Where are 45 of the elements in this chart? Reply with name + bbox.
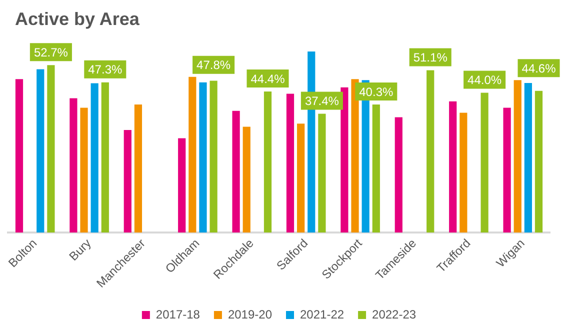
bar	[232, 110, 240, 232]
bar	[524, 82, 532, 232]
bar	[47, 65, 55, 232]
data-label: 44.4%	[250, 72, 286, 86]
data-label: 44.0%	[468, 73, 502, 88]
bar	[264, 92, 272, 232]
bar	[426, 70, 434, 232]
legend-label: 2017-18	[156, 307, 200, 322]
data-label: 51.1%	[413, 50, 448, 65]
bar	[70, 98, 78, 232]
bar	[134, 104, 142, 232]
bar	[460, 112, 468, 232]
data-label: 52.7%	[34, 45, 68, 60]
data-label: 40.3%	[359, 84, 394, 99]
data-label: 44.6%	[522, 61, 556, 76]
bar	[210, 80, 218, 232]
bar	[36, 69, 44, 232]
bar	[503, 108, 511, 232]
bar	[199, 82, 207, 232]
data-label: 37.4%	[304, 94, 340, 108]
bar	[351, 79, 359, 232]
bar	[340, 87, 348, 232]
bar	[449, 101, 457, 232]
chart-title: Active by Area	[15, 9, 140, 30]
bar	[534, 90, 543, 232]
bar	[101, 82, 109, 232]
bar	[80, 108, 88, 232]
data-label: 47.8%	[196, 58, 231, 72]
legend-label: 2021-22	[300, 307, 344, 322]
bar	[480, 92, 488, 232]
data-label: 47.3%	[88, 62, 122, 77]
bar	[394, 117, 402, 232]
bar	[514, 80, 522, 232]
bar	[372, 104, 380, 232]
bar	[15, 79, 24, 232]
bar	[124, 130, 132, 232]
bar	[90, 83, 98, 232]
legend-label: 2019-20	[228, 307, 272, 322]
bar	[286, 94, 294, 232]
bar	[297, 124, 305, 232]
bar	[178, 138, 186, 232]
bar	[318, 114, 326, 232]
bar	[188, 76, 196, 232]
legend-label: 2022-23	[372, 307, 416, 322]
bar	[242, 126, 250, 232]
